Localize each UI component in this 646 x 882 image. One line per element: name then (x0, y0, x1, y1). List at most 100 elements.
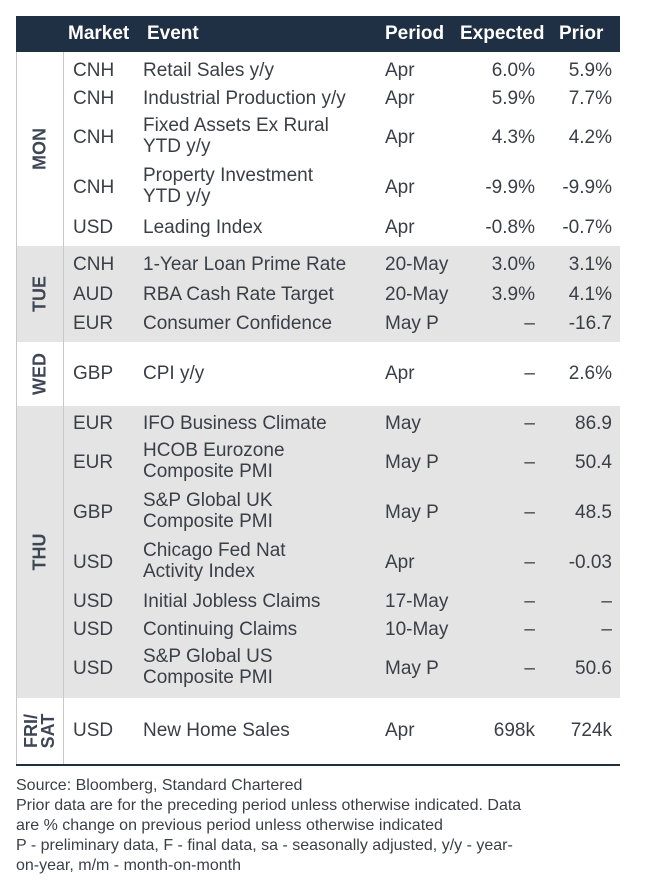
table-row: USD Continuing Claims 10-May – – (16, 616, 620, 644)
market-cell: GBP (73, 363, 114, 384)
day-group-2: TUE CNH 1-Year Loan Prime Rate 20-May 3.0% 3.… (16, 246, 620, 342)
market-cell: CNH (73, 177, 115, 198)
table-row: CNH 1-Year Loan Prime Rate 20-May 3.0% 3.1% (16, 250, 620, 280)
event-cell: 1-Year Loan Prime Rate (143, 254, 346, 275)
table-row: GBP S&P Global UK Composite PMI May P – 48.5 (16, 488, 620, 538)
day-cell: THU (16, 406, 64, 698)
prior-cell: -0.03 (568, 552, 612, 573)
period-cell: Apr (385, 720, 415, 741)
prior-cell: -16.7 (568, 313, 612, 334)
day-group-4: THU EUR IFO Business Climate May – 86.9 EUR HCO… (16, 406, 620, 698)
table-row: CNH Fixed Assets Ex Rural YTD y/y Apr 4.3% 4.… (16, 113, 620, 163)
event-line: Initial Jobless Claims (143, 591, 321, 612)
event-cell: IFO Business Climate (143, 413, 327, 434)
event-cell: New Home Sales (143, 720, 290, 741)
market-cell: USD (73, 217, 114, 238)
expected-cell: 4.3% (491, 127, 535, 148)
period-cell: Apr (385, 88, 415, 109)
prior-cell: 2.6% (568, 363, 612, 384)
table-row: GBP CPI y/y Apr – 2.6% (16, 344, 620, 404)
event-line: Consumer Confidence (143, 313, 333, 334)
event-cell: RBA Cash Rate Target (143, 284, 334, 305)
period-cell: 10-May (385, 619, 449, 640)
period-cell: Apr (385, 177, 415, 198)
expected-cell: – (524, 658, 535, 679)
prior-cell: 4.1% (568, 284, 612, 305)
prior-cell: 50.6 (575, 658, 612, 679)
period-cell: Apr (385, 552, 415, 573)
day-cell: MON (16, 52, 64, 246)
table-row: CNH Retail Sales y/y Apr 6.0% 5.9% (16, 56, 620, 85)
period-cell: Apr (385, 60, 415, 81)
event-cell: Continuing Claims (143, 619, 297, 640)
table-row: USD New Home Sales Apr 698k 724k (16, 700, 620, 762)
expected-cell: – (524, 413, 535, 434)
table-row: CNH Industrial Production y/y Apr 5.9% 7.7% (16, 85, 620, 113)
expected-cell: 3.0% (491, 254, 535, 275)
expected-cell: 698k (493, 720, 535, 741)
market-cell: AUD (73, 284, 114, 305)
day-cell: TUE (16, 246, 64, 342)
day-group-5: FRI/ SAT USD New Home Sales Apr 698k 724k (16, 698, 620, 764)
period-cell: 20-May (385, 284, 449, 305)
event-line: 1-Year Loan Prime Rate (143, 254, 347, 275)
expected-cell: – (524, 313, 535, 334)
event-line: HCOB Eurozone (143, 440, 285, 461)
period-cell: Apr (385, 363, 415, 384)
footnote-line: P - preliminary data, F - final data, sa… (16, 837, 513, 854)
event-line: Chicago Fed Nat (143, 540, 286, 561)
expected-cell: -0.8% (485, 217, 535, 238)
footnotes: Source: Bloomberg, Standard Chartered Pr… (16, 776, 620, 876)
table-row: USD Leading Index Apr -0.8% -0.7% (16, 213, 620, 242)
market-cell: EUR (73, 313, 114, 334)
market-cell: USD (73, 552, 114, 573)
event-cell: Industrial Production y/y (143, 88, 346, 109)
header-prior: Prior (559, 23, 604, 44)
event-cell: S&P Global UK Composite PMI (143, 490, 273, 532)
table-row: CNH Property Investment YTD y/y Apr -9.9% -9.… (16, 163, 620, 213)
day-cell: WED (16, 342, 64, 406)
event-line: Composite PMI (143, 511, 273, 532)
event-line: Retail Sales y/y (143, 60, 274, 81)
expected-cell: – (524, 363, 535, 384)
header-event: Event (147, 23, 199, 44)
expected-cell: 6.0% (491, 60, 535, 81)
event-line: S&P Global UK (143, 490, 273, 511)
event-cell: Property Investment YTD y/y (143, 165, 313, 207)
table-row: EUR Consumer Confidence May P – -16.7 (16, 309, 620, 338)
footnote-line: Prior data are for the preceding period … (16, 797, 522, 814)
event-line: Composite PMI (143, 461, 273, 482)
event-cell: Chicago Fed Nat Activity Index (143, 540, 286, 582)
expected-cell: -9.9% (485, 177, 535, 198)
event-cell: Retail Sales y/y (143, 60, 274, 81)
event-line: Leading Index (143, 217, 263, 238)
market-cell: EUR (73, 452, 114, 473)
prior-cell: – (601, 591, 612, 612)
prior-cell: 724k (570, 720, 612, 741)
event-line: S&P Global US (143, 646, 273, 667)
market-cell: USD (73, 720, 114, 741)
prior-cell: 86.9 (575, 413, 612, 434)
expected-cell: – (524, 591, 535, 612)
market-cell: CNH (73, 127, 115, 148)
market-cell: CNH (73, 60, 115, 81)
table-row: EUR HCOB Eurozone Composite PMI May P – 50.4 (16, 438, 620, 488)
day-group-3: WED GBP CPI y/y Apr – 2.6% (16, 342, 620, 406)
event-line: Fixed Assets Ex Rural (143, 115, 329, 136)
table-row: USD S&P Global US Composite PMI May P – 50.6 (16, 644, 620, 694)
table-row: USD Initial Jobless Claims 17-May – – (16, 588, 620, 616)
header-expected: Expected (460, 23, 545, 44)
period-cell: May P (385, 658, 439, 679)
market-cell: USD (73, 658, 114, 679)
table-row: EUR IFO Business Climate May – 86.9 (16, 410, 620, 438)
period-cell: May P (385, 313, 439, 334)
event-cell: CPI y/y (143, 363, 204, 384)
prior-cell: 5.9% (568, 60, 612, 81)
event-line: CPI y/y (143, 363, 205, 384)
day-cell: FRI/ SAT (16, 698, 64, 764)
table-bottom-rule (16, 764, 620, 766)
expected-cell: – (524, 452, 535, 473)
event-line: YTD y/y (143, 136, 211, 157)
market-cell: USD (73, 591, 114, 612)
prior-cell: – (601, 619, 612, 640)
